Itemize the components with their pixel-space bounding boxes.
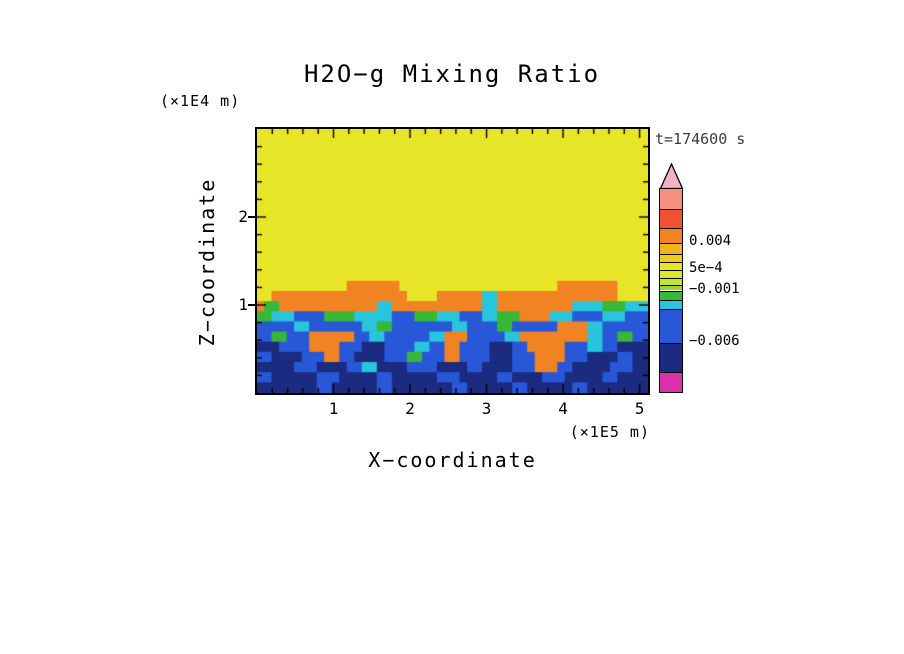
- colorbar-level-line: [660, 227, 682, 229]
- colorbar-arrow: [659, 163, 684, 189]
- colorbar-level-line: [660, 343, 682, 345]
- colorbar-level-line: [660, 262, 682, 264]
- time-annotation: t=174600 s: [655, 130, 746, 148]
- plot-canvas: [257, 129, 648, 393]
- x-tick-label: 1: [328, 399, 339, 418]
- colorbar-segment: [660, 253, 682, 263]
- colorbar-segment: [660, 189, 682, 210]
- colorbar-tick-label: −0.001: [689, 280, 740, 297]
- colorbar: 0.004 5e−4 −0.001 −0.006: [659, 163, 799, 403]
- colorbar-segment: [660, 227, 682, 243]
- colorbar-segment: [660, 262, 682, 271]
- y-tick-mark: [248, 216, 255, 218]
- colorbar-level-line: [660, 308, 682, 310]
- x-tick-label: 5: [634, 399, 645, 418]
- y-axis-unit-label: (×1E4 m): [160, 92, 241, 110]
- x-axis-label: X−coordinate: [368, 448, 537, 472]
- colorbar-level-line: [660, 290, 682, 292]
- y-tick-label: 2: [238, 207, 248, 226]
- x-axis-unit-label: (×1E5 m): [569, 423, 650, 441]
- colorbar-segment: [660, 285, 682, 291]
- colorbar-segment: [660, 270, 682, 279]
- colorbar-level-line: [660, 242, 682, 244]
- colorbar-tick-label: −0.006: [689, 333, 740, 350]
- colorbar-segment: [660, 290, 682, 300]
- chart-title: H2O−g Mixing Ratio: [303, 60, 601, 88]
- colorbar-segment: [660, 209, 682, 228]
- colorbar-tick-label: 0.004: [689, 232, 732, 249]
- colorbar-segment: [660, 371, 682, 392]
- plot-frame: [255, 127, 650, 395]
- y-tick-label: 1: [238, 295, 248, 314]
- x-tick-label: 2: [405, 399, 415, 418]
- x-tick-label: 3: [481, 399, 492, 418]
- colorbar-segment: [660, 343, 682, 372]
- colorbar-level-line: [660, 285, 682, 287]
- colorbar-level-line: [660, 299, 682, 301]
- colorbar-level-line: [660, 253, 682, 255]
- colorbar-arrow-shape: [659, 163, 684, 189]
- colorbar-segment: [660, 278, 682, 286]
- y-tick-mark: [248, 304, 255, 306]
- colorbar-tick-label: 5e−4: [689, 260, 723, 277]
- x-tick-label: 4: [558, 399, 568, 418]
- colorbar-level-line: [660, 371, 682, 373]
- colorbar-level-line: [660, 209, 682, 211]
- colorbar-segment: [660, 242, 682, 254]
- colorbar-segment: [660, 308, 682, 344]
- y-axis-label: Z−coordinate: [195, 177, 219, 347]
- colorbar-bar: [659, 188, 683, 393]
- colorbar-level-line: [660, 278, 682, 280]
- colorbar-segment: [660, 299, 682, 309]
- colorbar-level-line: [660, 270, 682, 272]
